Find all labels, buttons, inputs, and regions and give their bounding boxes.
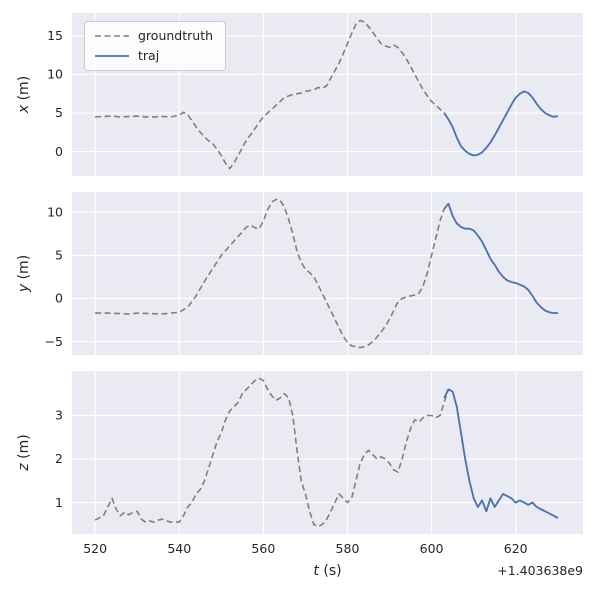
legend-item-traj: traj — [95, 47, 213, 63]
legend-item-groundtruth: groundtruth — [95, 28, 214, 43]
svg-text:x (m): x (m) — [16, 76, 32, 114]
svg-text:5: 5 — [55, 105, 63, 120]
legend-label-groundtruth: groundtruth — [138, 28, 214, 43]
svg-text:10: 10 — [47, 67, 63, 82]
svg-text:600: 600 — [420, 541, 444, 556]
svg-text:0: 0 — [55, 291, 63, 306]
svg-text:y (m): y (m) — [16, 255, 32, 293]
svg-text:520: 520 — [83, 541, 107, 556]
svg-text:+1.403638e9: +1.403638e9 — [497, 563, 583, 578]
svg-text:5: 5 — [55, 248, 63, 263]
svg-text:1: 1 — [55, 495, 63, 510]
legend-label-traj: traj — [138, 47, 160, 63]
svg-text:−5: −5 — [45, 334, 63, 349]
svg-text:2: 2 — [55, 451, 63, 466]
svg-text:540: 540 — [167, 541, 191, 556]
legend: groundtruth traj — [84, 21, 227, 71]
svg-text:580: 580 — [336, 541, 360, 556]
svg-text:10: 10 — [47, 205, 63, 220]
svg-text:0: 0 — [55, 144, 63, 159]
traj-solid-line-sample — [95, 54, 129, 57]
groundtruth-dashed-line-sample — [95, 35, 129, 38]
svg-text:560: 560 — [251, 541, 275, 556]
svg-text:z (m): z (m) — [16, 434, 32, 471]
svg-text:t (s): t (s) — [313, 563, 341, 579]
svg-text:3: 3 — [55, 408, 63, 423]
svg-text:620: 620 — [504, 541, 528, 556]
svg-text:15: 15 — [47, 28, 63, 43]
